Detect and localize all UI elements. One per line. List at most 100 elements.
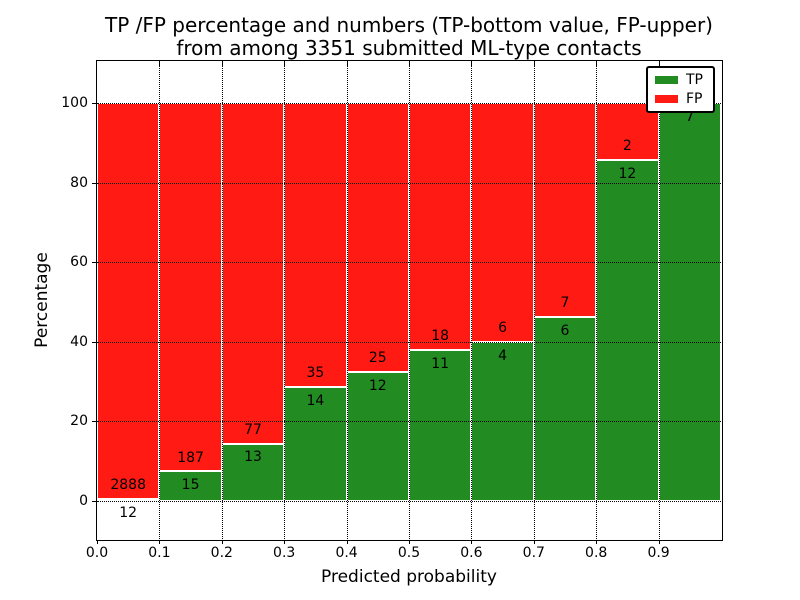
chart-title-line-2: from among 3351 submitted ML-type contac… — [176, 36, 642, 60]
x-tick-mark-top-9 — [658, 62, 660, 66]
count-label-fp-3: 35 — [306, 365, 325, 382]
x-tick-mark-top-1 — [159, 62, 161, 66]
x-tick-mark-top-7 — [533, 62, 535, 66]
count-label-tp-3: 14 — [306, 393, 325, 410]
legend-entry-fp: FP — [655, 92, 713, 106]
y-tick-mark-60 — [92, 262, 96, 264]
legend-tp-swatch-icon — [655, 76, 678, 84]
x-tick-mark-bottom-4 — [346, 540, 348, 544]
x-tick-label-0.5: 0.5 — [397, 545, 421, 561]
gridline-v-0.5 — [409, 61, 410, 539]
x-tick-mark-bottom-2 — [221, 540, 223, 544]
x-tick-label-0.9: 0.9 — [647, 545, 670, 561]
y-tick-label-40: 40 — [70, 333, 88, 350]
count-label-tp-7: 6 — [560, 323, 570, 340]
legend-tp-label: TP — [686, 72, 703, 88]
count-label-tp-1: 15 — [181, 477, 200, 494]
count-label-tp-2: 13 — [244, 449, 262, 466]
y-tick-label-60: 60 — [70, 254, 88, 271]
y-tick-mark-80 — [92, 182, 96, 184]
gridline-v-0.6 — [471, 61, 473, 539]
bar-segment-tp-5 — [409, 350, 472, 501]
x-tick-label-0.3: 0.3 — [273, 545, 296, 561]
count-label-fp-4: 25 — [368, 349, 387, 366]
bar-segment-tp-4 — [346, 371, 409, 501]
x-tick-mark-top-8 — [596, 62, 598, 66]
x-tick-label-0.1: 0.1 — [148, 545, 171, 561]
x-tick-mark-bottom-5 — [409, 540, 410, 544]
count-label-fp-2: 77 — [244, 421, 262, 438]
gridline-v-0.8 — [596, 61, 598, 539]
gridline-v-0.7 — [533, 61, 535, 539]
x-tick-label-0.6: 0.6 — [460, 545, 483, 561]
y-tick-label-100: 100 — [61, 95, 88, 111]
count-label-fp-8: 2 — [622, 137, 632, 154]
bar-segment-fp-7 — [533, 103, 597, 318]
chart-title-line-1: TP /FP percentage and numbers (TP-bottom… — [105, 13, 713, 37]
y-axis-label: Percentage — [32, 252, 52, 348]
y-tick-label-20: 20 — [70, 413, 88, 430]
x-tick-mark-bottom-8 — [596, 540, 598, 544]
chart-title: TP /FP percentage and numbers (TP-bottom… — [97, 14, 721, 60]
gridline-h-80 — [97, 182, 721, 184]
count-label-fp-7: 7 — [560, 295, 570, 312]
bar-segment-fp-0 — [97, 103, 160, 500]
bar-segment-fp-2 — [221, 103, 285, 444]
y-tick-mark-20 — [92, 421, 96, 423]
count-label-fp-6: 6 — [498, 319, 508, 336]
gridline-h-60 — [97, 262, 721, 264]
bar-segment-tp-0 — [97, 499, 160, 502]
count-label-tp-8: 12 — [618, 165, 637, 182]
count-label-fp-0: 2888 — [110, 477, 147, 494]
gridline-v-0.2 — [221, 61, 223, 539]
count-label-fp-1: 187 — [177, 449, 204, 466]
count-label-fp-5: 18 — [431, 328, 450, 345]
x-tick-mark-bottom-0 — [97, 540, 98, 544]
x-tick-label-0.7: 0.7 — [522, 545, 545, 561]
bar-segment-fp-3 — [284, 103, 347, 388]
legend-fp-swatch-icon — [655, 95, 678, 103]
bar-segment-tp-9 — [658, 103, 721, 501]
y-tick-label-80: 80 — [70, 174, 88, 191]
bar-segment-fp-5 — [409, 103, 472, 351]
bar-segment-tp-8 — [596, 159, 659, 501]
gridline-v-0.9 — [658, 61, 660, 539]
gridline-v-0.3 — [284, 61, 286, 539]
count-label-tp-4: 12 — [368, 377, 387, 394]
x-tick-mark-top-2 — [221, 62, 223, 66]
x-tick-mark-top-3 — [284, 62, 286, 66]
legend-box: TP FP — [646, 66, 715, 113]
y-tick-label-0: 0 — [79, 493, 88, 509]
gridline-h-100 — [97, 103, 721, 104]
count-label-tp-5: 11 — [431, 355, 450, 372]
gridline-h-40 — [97, 341, 721, 343]
x-axis-label: Predicted probability — [321, 567, 497, 587]
legend-entry-tp: TP — [655, 73, 713, 87]
x-tick-label-0.2: 0.2 — [210, 545, 233, 561]
x-tick-label-0.0: 0.0 — [85, 545, 109, 561]
y-tick-mark-40 — [92, 341, 96, 343]
gridline-v-0.1 — [159, 61, 161, 539]
bar-segment-tp-7 — [533, 317, 597, 501]
count-label-tp-0: 12 — [119, 505, 138, 522]
count-label-tp-6: 4 — [498, 347, 508, 364]
x-tick-mark-bottom-1 — [159, 540, 161, 544]
count-label-tp-9: 7 — [685, 108, 695, 125]
x-tick-label-0.8: 0.8 — [585, 545, 608, 561]
x-tick-mark-top-4 — [346, 62, 348, 66]
gridline-h-20 — [97, 421, 721, 423]
x-tick-label-0.4: 0.4 — [335, 545, 358, 561]
bar-segment-fp-4 — [346, 103, 409, 372]
x-tick-mark-bottom-9 — [658, 540, 660, 544]
x-tick-mark-top-6 — [471, 62, 473, 66]
x-tick-mark-bottom-6 — [471, 540, 473, 544]
y-tick-mark-100 — [92, 103, 96, 104]
x-tick-mark-bottom-3 — [284, 540, 286, 544]
bar-segment-tp-1 — [159, 471, 222, 501]
bar-segment-fp-6 — [471, 103, 534, 342]
x-tick-mark-top-5 — [409, 62, 410, 66]
gridline-h-0 — [97, 501, 721, 502]
bar-segment-fp-1 — [159, 103, 222, 472]
gridline-v-0.4 — [346, 61, 348, 539]
